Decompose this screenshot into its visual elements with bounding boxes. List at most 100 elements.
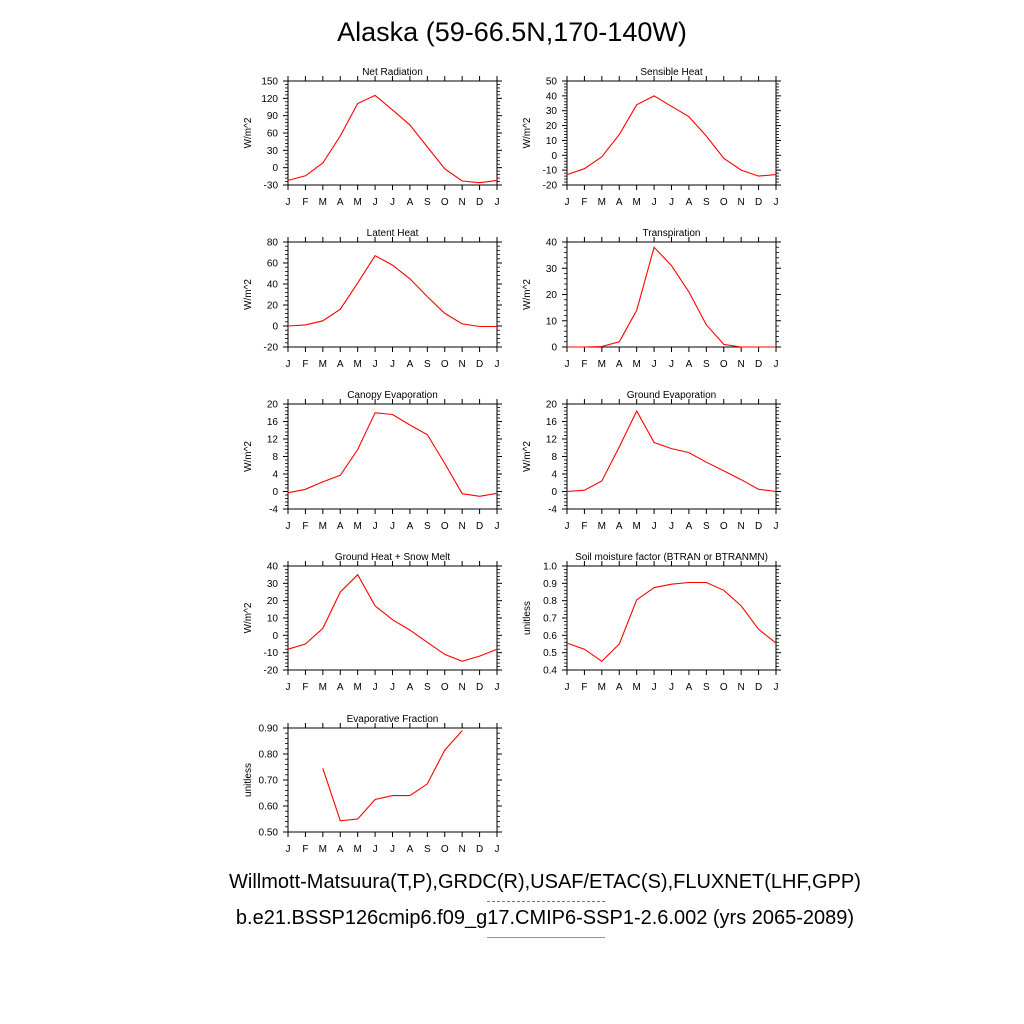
- series-line: [567, 246, 776, 348]
- y-tick-label: 16: [546, 417, 558, 428]
- y-tick-label: 0.7: [543, 614, 557, 625]
- x-tick-label: D: [476, 197, 483, 208]
- y-tick-label: 12: [546, 435, 558, 446]
- series-line: [566, 581, 777, 663]
- plot-frame: [566, 241, 777, 348]
- panel-title: Transpiration: [643, 228, 701, 239]
- y-tick-label: 4: [272, 470, 278, 481]
- y-tick-label: 20: [267, 596, 279, 607]
- x-tick-label: J: [669, 682, 674, 693]
- y-tick-label: 90: [267, 111, 279, 122]
- series-line: [566, 95, 777, 177]
- observations-source-label: Willmott-Matsuura(T,P),GRDC(R),USAF/ETAC…: [229, 871, 861, 893]
- x-tick-label: S: [703, 682, 710, 693]
- x-tick-label: A: [686, 521, 693, 532]
- y-axis-label: W/m^2: [243, 602, 254, 633]
- y-tick-label: 0.5: [543, 648, 557, 659]
- x-tick-label: J: [390, 521, 395, 532]
- x-tick-label: N: [459, 682, 466, 693]
- y-axis-label: W/m^2: [243, 279, 254, 310]
- y-tick-label: 0.4: [543, 666, 557, 677]
- y-tick-label: 0.6: [543, 631, 557, 642]
- x-tick-label: A: [686, 359, 693, 370]
- x-tick-label: F: [302, 844, 308, 855]
- y-tick-label: 20: [546, 121, 558, 132]
- y-tick-label: 60: [267, 129, 279, 140]
- x-tick-label: D: [476, 682, 483, 693]
- x-tick-label: M: [353, 521, 361, 532]
- x-tick-label: A: [337, 359, 344, 370]
- x-tick-label: A: [407, 521, 414, 532]
- x-tick-label: F: [581, 197, 587, 208]
- x-tick-label: O: [720, 521, 728, 532]
- series-line: [287, 412, 498, 497]
- x-tick-label: M: [632, 197, 640, 208]
- y-tick-label: -4: [548, 505, 557, 516]
- x-tick-label: A: [407, 197, 414, 208]
- x-tick-label: A: [337, 521, 344, 532]
- x-tick-label: A: [407, 844, 414, 855]
- x-tick-label: M: [598, 359, 606, 370]
- y-tick-label: 80: [267, 238, 279, 249]
- y-tick-label: 0.80: [259, 750, 279, 761]
- y-tick-label: 16: [267, 417, 279, 428]
- plot-frame: [287, 403, 498, 510]
- y-tick-label: 30: [267, 579, 279, 590]
- x-tick-label: N: [459, 197, 466, 208]
- y-tick-label: -20: [264, 666, 279, 677]
- x-tick-label: O: [441, 844, 449, 855]
- x-tick-label: D: [755, 521, 762, 532]
- x-tick-label: F: [302, 359, 308, 370]
- x-tick-label: F: [581, 682, 587, 693]
- x-tick-label: N: [738, 359, 745, 370]
- x-tick-label: M: [319, 682, 327, 693]
- x-tick-label: J: [565, 197, 570, 208]
- x-tick-label: M: [598, 682, 606, 693]
- x-tick-label: O: [720, 197, 728, 208]
- x-tick-label: J: [565, 521, 570, 532]
- x-tick-label: O: [720, 359, 728, 370]
- y-tick-label: -10: [543, 166, 558, 177]
- x-tick-label: A: [616, 197, 623, 208]
- panel-title: Evaporative Fraction: [347, 714, 439, 725]
- x-tick-label: M: [632, 359, 640, 370]
- x-tick-label: N: [459, 359, 466, 370]
- x-tick-label: D: [476, 521, 483, 532]
- y-tick-label: 0: [551, 343, 557, 354]
- x-tick-label: J: [286, 359, 291, 370]
- y-tick-label: 0.90: [259, 724, 279, 735]
- x-tick-label: J: [774, 682, 779, 693]
- x-tick-label: A: [686, 197, 693, 208]
- x-tick-label: M: [353, 359, 361, 370]
- y-tick-label: 0: [551, 151, 557, 162]
- y-tick-label: 10: [267, 614, 279, 625]
- x-tick-label: N: [459, 844, 466, 855]
- chart-panel: Ground Heat + Snow Melt W/m^2 -20 -10 0 10 20 3…: [243, 552, 502, 693]
- y-tick-label: 10: [546, 316, 558, 327]
- chart-panel: Soil moisture factor (BTRAN or BTRANMN) u…: [522, 552, 781, 693]
- x-tick-label: M: [353, 197, 361, 208]
- x-tick-label: J: [390, 359, 395, 370]
- x-tick-label: S: [424, 197, 431, 208]
- plot-frame: [287, 565, 498, 671]
- y-axis-label: W/m^2: [522, 117, 533, 148]
- x-tick-label: J: [774, 359, 779, 370]
- x-tick-label: M: [598, 197, 606, 208]
- x-tick-label: A: [616, 359, 623, 370]
- x-tick-label: A: [407, 359, 414, 370]
- x-tick-label: F: [581, 359, 587, 370]
- y-tick-label: -4: [269, 505, 278, 516]
- x-tick-label: J: [286, 844, 291, 855]
- x-tick-label: J: [390, 844, 395, 855]
- y-tick-label: 12: [267, 435, 279, 446]
- x-tick-label: J: [373, 682, 378, 693]
- x-tick-label: M: [598, 521, 606, 532]
- x-tick-label: N: [738, 197, 745, 208]
- x-tick-label: O: [441, 682, 449, 693]
- x-tick-label: A: [407, 682, 414, 693]
- x-tick-label: J: [495, 197, 500, 208]
